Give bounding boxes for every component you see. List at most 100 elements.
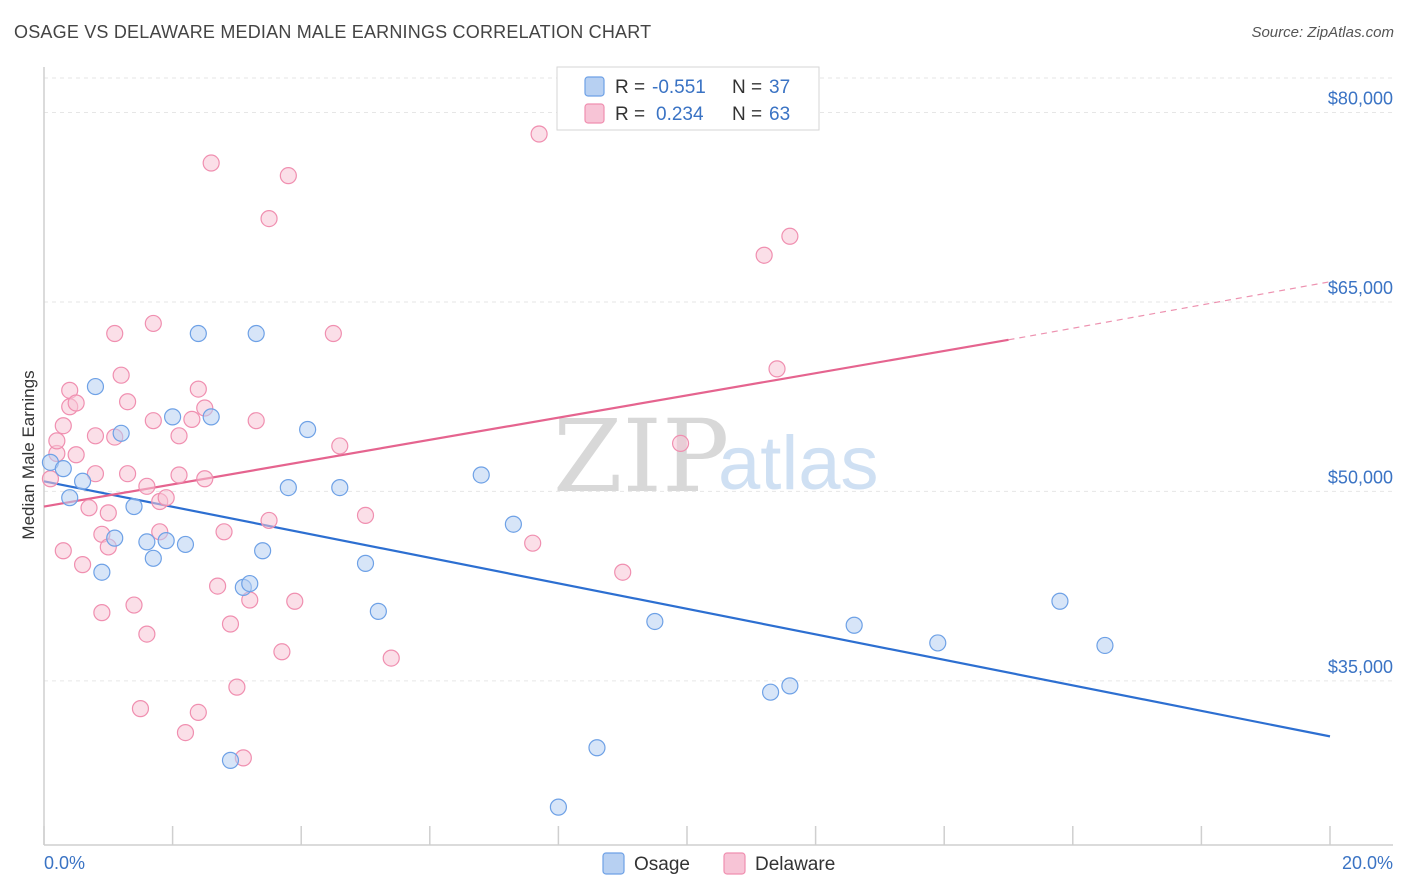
delaware-point (324, 324, 342, 343)
delaware-point (221, 615, 240, 633)
delaware-point (157, 489, 175, 507)
delaware-point (86, 427, 105, 445)
delaware-point (118, 465, 137, 483)
delaware-point (247, 412, 265, 430)
watermark-zip: ZIP (553, 398, 729, 515)
osage-point (254, 542, 272, 560)
osage-point (112, 424, 130, 442)
delaware-point (260, 210, 278, 228)
osage-point (369, 602, 387, 620)
delaware-point (273, 643, 291, 661)
osage-point (1051, 592, 1069, 610)
osage-point (164, 408, 182, 426)
delaware-point (331, 437, 349, 455)
delaware-point (183, 410, 201, 429)
delaware-point (260, 511, 278, 530)
y-axis-label: Median Male Earnings (19, 370, 38, 539)
x-tick-labels: 0.0% 20.0% (44, 853, 1393, 873)
osage-point (125, 497, 143, 516)
delaware-point (67, 446, 85, 464)
delaware-point (768, 360, 786, 378)
delaware-point (202, 154, 220, 172)
delaware-point (80, 499, 98, 517)
osage-point (189, 324, 207, 343)
delaware-point (524, 534, 542, 552)
delaware-point (781, 227, 799, 245)
delaware-trend-extension (1008, 281, 1331, 341)
delaware-point (382, 649, 400, 667)
osage-point (1096, 636, 1114, 655)
y-tick-label: $35,000 (1328, 657, 1393, 677)
delaware-point (170, 427, 188, 445)
osage-point (504, 515, 522, 533)
delaware-point (112, 366, 130, 384)
delaware-point (144, 314, 162, 333)
delaware-point (73, 556, 92, 574)
osage-point (929, 634, 947, 652)
osage-point (157, 532, 175, 550)
watermark-atlas: atlas (718, 421, 879, 506)
osage-point (247, 324, 265, 343)
osage-point (54, 460, 72, 478)
legend-top: R = -0.551 N = 37 R = 0.234 N = 63 (556, 66, 820, 131)
delaware-point (228, 678, 246, 696)
osage-point (781, 677, 799, 695)
osage-point (588, 739, 606, 757)
osage-point (138, 533, 156, 551)
osage-point (279, 478, 297, 497)
source-label: Source: ZipAtlas.com (1251, 24, 1394, 41)
delaware-point (755, 246, 773, 264)
delaware-point (118, 393, 137, 411)
delaware-point (67, 394, 85, 412)
delaware-point (189, 380, 207, 398)
bottom-legend-delaware-swatch (723, 852, 746, 875)
delaware-point (138, 477, 156, 495)
bottom-legend-osage-label: Osage (634, 854, 690, 875)
delaware-point (286, 592, 304, 610)
x-tick-label-max: 20.0% (1342, 853, 1393, 873)
legend-delaware-swatch (584, 103, 605, 124)
osage-point (61, 489, 79, 507)
osage-point (93, 563, 111, 581)
osage-point (646, 612, 664, 631)
delaware-point (196, 470, 214, 488)
y-tick-label: $50,000 (1328, 467, 1393, 487)
delaware-point (189, 703, 207, 721)
bottom-legend-osage-swatch (602, 852, 625, 875)
legend-delaware-r-value: 0.234 (656, 104, 704, 125)
legend-osage-n-label: N = (732, 77, 762, 98)
y-tick-labels: $35,000 $50,000 $65,000 $80,000 (1328, 89, 1393, 677)
delaware-point (671, 434, 690, 452)
osage-trend-line (43, 480, 1331, 738)
delaware-point (54, 417, 72, 435)
bottom-legend-delaware-label: Delaware (755, 854, 835, 875)
legend-osage-r-value: -0.551 (652, 77, 706, 98)
delaware-point (99, 504, 117, 522)
y-tick-label: $80,000 (1328, 89, 1393, 109)
osage-point (176, 535, 195, 554)
delaware-point (530, 125, 548, 143)
osage-point (144, 549, 162, 567)
delaware-point (48, 432, 66, 450)
delaware-point (279, 167, 297, 185)
delaware-point (144, 412, 162, 430)
osage-point (73, 472, 92, 490)
osage-point (472, 466, 490, 484)
legend-delaware-n-label: N = (732, 104, 762, 125)
delaware-point (54, 542, 72, 560)
osage-point (549, 798, 568, 816)
delaware-point (215, 523, 233, 541)
delaware-point (125, 596, 143, 614)
delaware-point (138, 625, 156, 643)
delaware-point (93, 604, 111, 622)
legend-delaware-n-value: 63 (769, 104, 790, 125)
legend-osage-swatch (584, 76, 605, 97)
chart-title: OSAGE VS DELAWARE MEDIAN MALE EARNINGS C… (14, 22, 652, 42)
osage-point (241, 574, 259, 593)
legend-bottom: Osage Delaware (602, 852, 835, 875)
osage-point (221, 751, 240, 769)
delaware-point (614, 563, 632, 581)
delaware-point (170, 466, 188, 484)
osage-point (356, 554, 375, 572)
delaware-point (209, 577, 227, 595)
